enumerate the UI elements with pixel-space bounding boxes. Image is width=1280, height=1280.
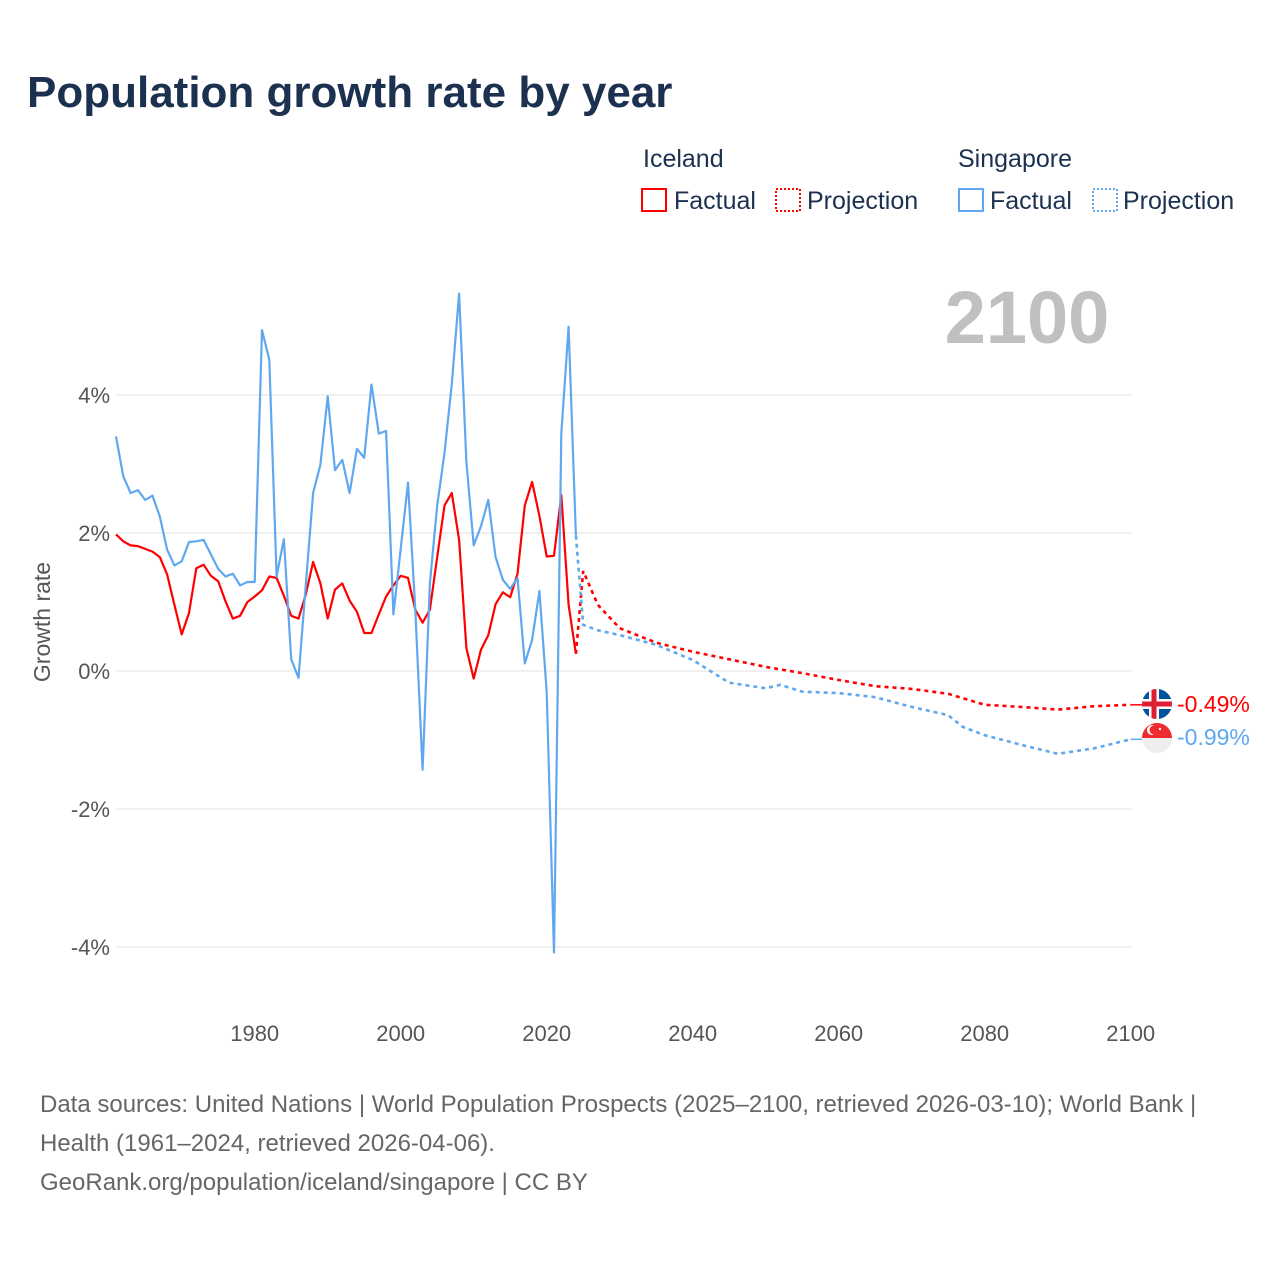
series-line-singapore-factual[interactable] — [114, 292, 577, 954]
x-tick-label: 1980 — [230, 1021, 279, 1046]
legend-item-singapore-projection[interactable]: Projection — [1123, 187, 1234, 215]
source-link[interactable]: GeoRank.org/population/iceland/singapore… — [40, 1169, 588, 1196]
iceland-flag-icon — [1142, 689, 1172, 719]
legend-item-iceland-factual[interactable]: Factual — [674, 187, 756, 215]
legend-item-singapore-factual[interactable]: Factual — [990, 187, 1072, 215]
end-label-iceland: -0.49% — [1177, 691, 1250, 717]
legend-group-iceland: Iceland — [643, 145, 724, 173]
legend-item-iceland-projection[interactable]: Projection — [807, 187, 918, 215]
legend: Iceland Factual Projection Singapore Fac… — [641, 145, 1234, 215]
x-tick-label: 2020 — [522, 1021, 571, 1046]
end-label-singapore: -0.99% — [1177, 724, 1250, 750]
singapore-flag-icon — [1142, 723, 1172, 753]
legend-swatch-iceland-projection — [775, 188, 801, 212]
x-tick-label: 2080 — [960, 1021, 1009, 1046]
x-tick-label: 2040 — [668, 1021, 717, 1046]
y-tick-label: 0% — [78, 659, 110, 684]
current-year-label: 2100 — [945, 276, 1110, 359]
y-tick-label: -2% — [71, 797, 110, 822]
data-sources-note: Data sources: United Nations | World Pop… — [40, 1091, 1197, 1157]
x-tick-label: 2100 — [1106, 1021, 1155, 1046]
y-axis-label: Growth rate — [29, 562, 55, 682]
series-line-singapore-projection[interactable] — [574, 535, 1132, 756]
y-tick-label: 2% — [78, 521, 110, 546]
legend-swatch-singapore-projection — [1092, 188, 1118, 212]
legend-swatch-iceland-factual — [641, 188, 667, 212]
series-line-iceland-factual[interactable] — [115, 480, 577, 680]
legend-swatch-singapore-factual — [958, 188, 984, 212]
x-tick-label: 2000 — [376, 1021, 425, 1046]
legend-group-singapore: Singapore — [958, 145, 1072, 173]
chart-title: Population growth rate by year — [27, 68, 673, 117]
series-line-iceland-projection[interactable] — [574, 570, 1131, 711]
x-tick-label: 2060 — [814, 1021, 863, 1046]
y-tick-label: 4% — [78, 383, 110, 408]
y-tick-label: -4% — [71, 935, 110, 960]
